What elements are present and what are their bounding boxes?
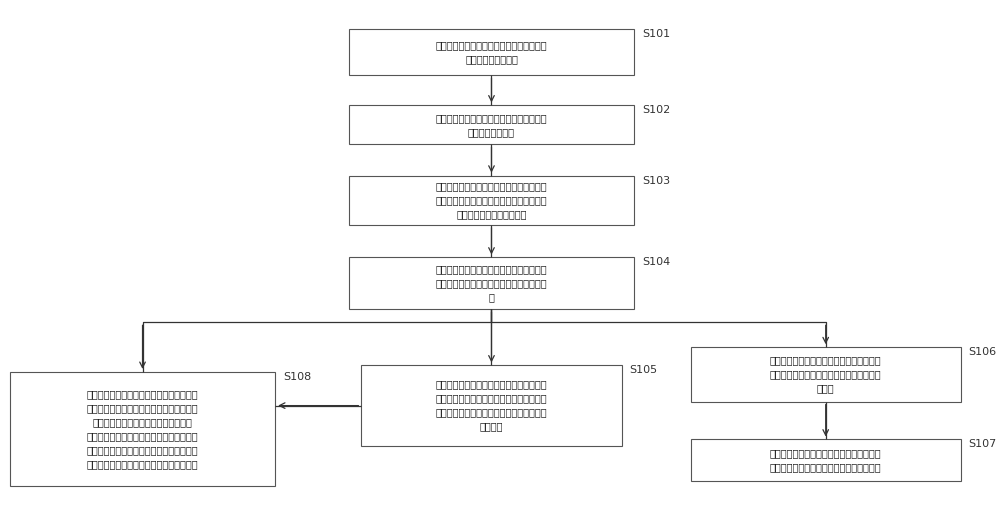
Text: 当运动显示所述目标胆道路径的分支位置处
胆道环境的模拟三维图像时，暂停运动显示: 当运动显示所述目标胆道路径的分支位置处 胆道环境的模拟三维图像时，暂停运动显示 — [770, 448, 882, 472]
Text: S108: S108 — [283, 372, 311, 382]
Bar — [349, 106, 634, 145]
Bar — [349, 257, 634, 309]
Text: 根据在所述胆道三维立体模型中标记的胆道
镜入口位置与病灶位置，在所述胆道三维立
体模型中进行胆道路径规划: 根据在所述胆道三维立体模型中标记的胆道 镜入口位置与病灶位置，在所述胆道三维立 … — [436, 181, 547, 219]
Bar — [349, 176, 634, 225]
Text: S101: S101 — [642, 29, 670, 38]
Text: 根据采集到的胆道镜在所述目标对象的胆道
内的位置，同步显示所述胆道三维立体模型
对应位置处胆道环境的模拟三维图像；
根据所述符合指示要求的胆道路径的结构信
息，: 根据采集到的胆道镜在所述目标对象的胆道 内的位置，同步显示所述胆道三维立体模型 … — [87, 389, 198, 469]
Text: 对目标对象的腹部进行医学影像扫描，得到
二维的医学影像序列: 对目标对象的腹部进行医学影像扫描，得到 二维的医学影像序列 — [436, 40, 547, 64]
Text: S102: S102 — [642, 106, 670, 115]
Text: 根据所述胆道三维立体模型，生成并显示所
述目标胆道路径内指定位置处的胆道环境的
模拟三维图像，所述指定位置根据显示控制
信息确定: 根据所述胆道三维立体模型，生成并显示所 述目标胆道路径内指定位置处的胆道环境的 … — [436, 380, 547, 432]
Text: 根据胆道路径选择指示要求，从规划的胆道
路径中选择符合所述指示要求的目标胆道路
径: 根据胆道路径选择指示要求，从规划的胆道 路径中选择符合所述指示要求的目标胆道路 … — [436, 264, 547, 303]
Text: S103: S103 — [642, 176, 670, 186]
Bar — [691, 347, 961, 401]
Bar — [10, 372, 275, 486]
Bar — [349, 29, 634, 75]
Text: S106: S106 — [969, 347, 997, 357]
Text: S104: S104 — [642, 257, 670, 267]
Text: 根据所述胆道三维立体模型，生成并运动显
示所述目标胆道路径内的胆道环境的模拟三
维图像: 根据所述胆道三维立体模型，生成并运动显 示所述目标胆道路径内的胆道环境的模拟三 … — [770, 355, 882, 394]
Text: S107: S107 — [969, 439, 997, 449]
Bar — [361, 366, 622, 446]
Text: 根据所述医学影像序列进行三维建模，得到
胆道三维立体模型: 根据所述医学影像序列进行三维建模，得到 胆道三维立体模型 — [436, 113, 547, 137]
Text: S105: S105 — [630, 366, 658, 375]
Bar — [691, 439, 961, 481]
